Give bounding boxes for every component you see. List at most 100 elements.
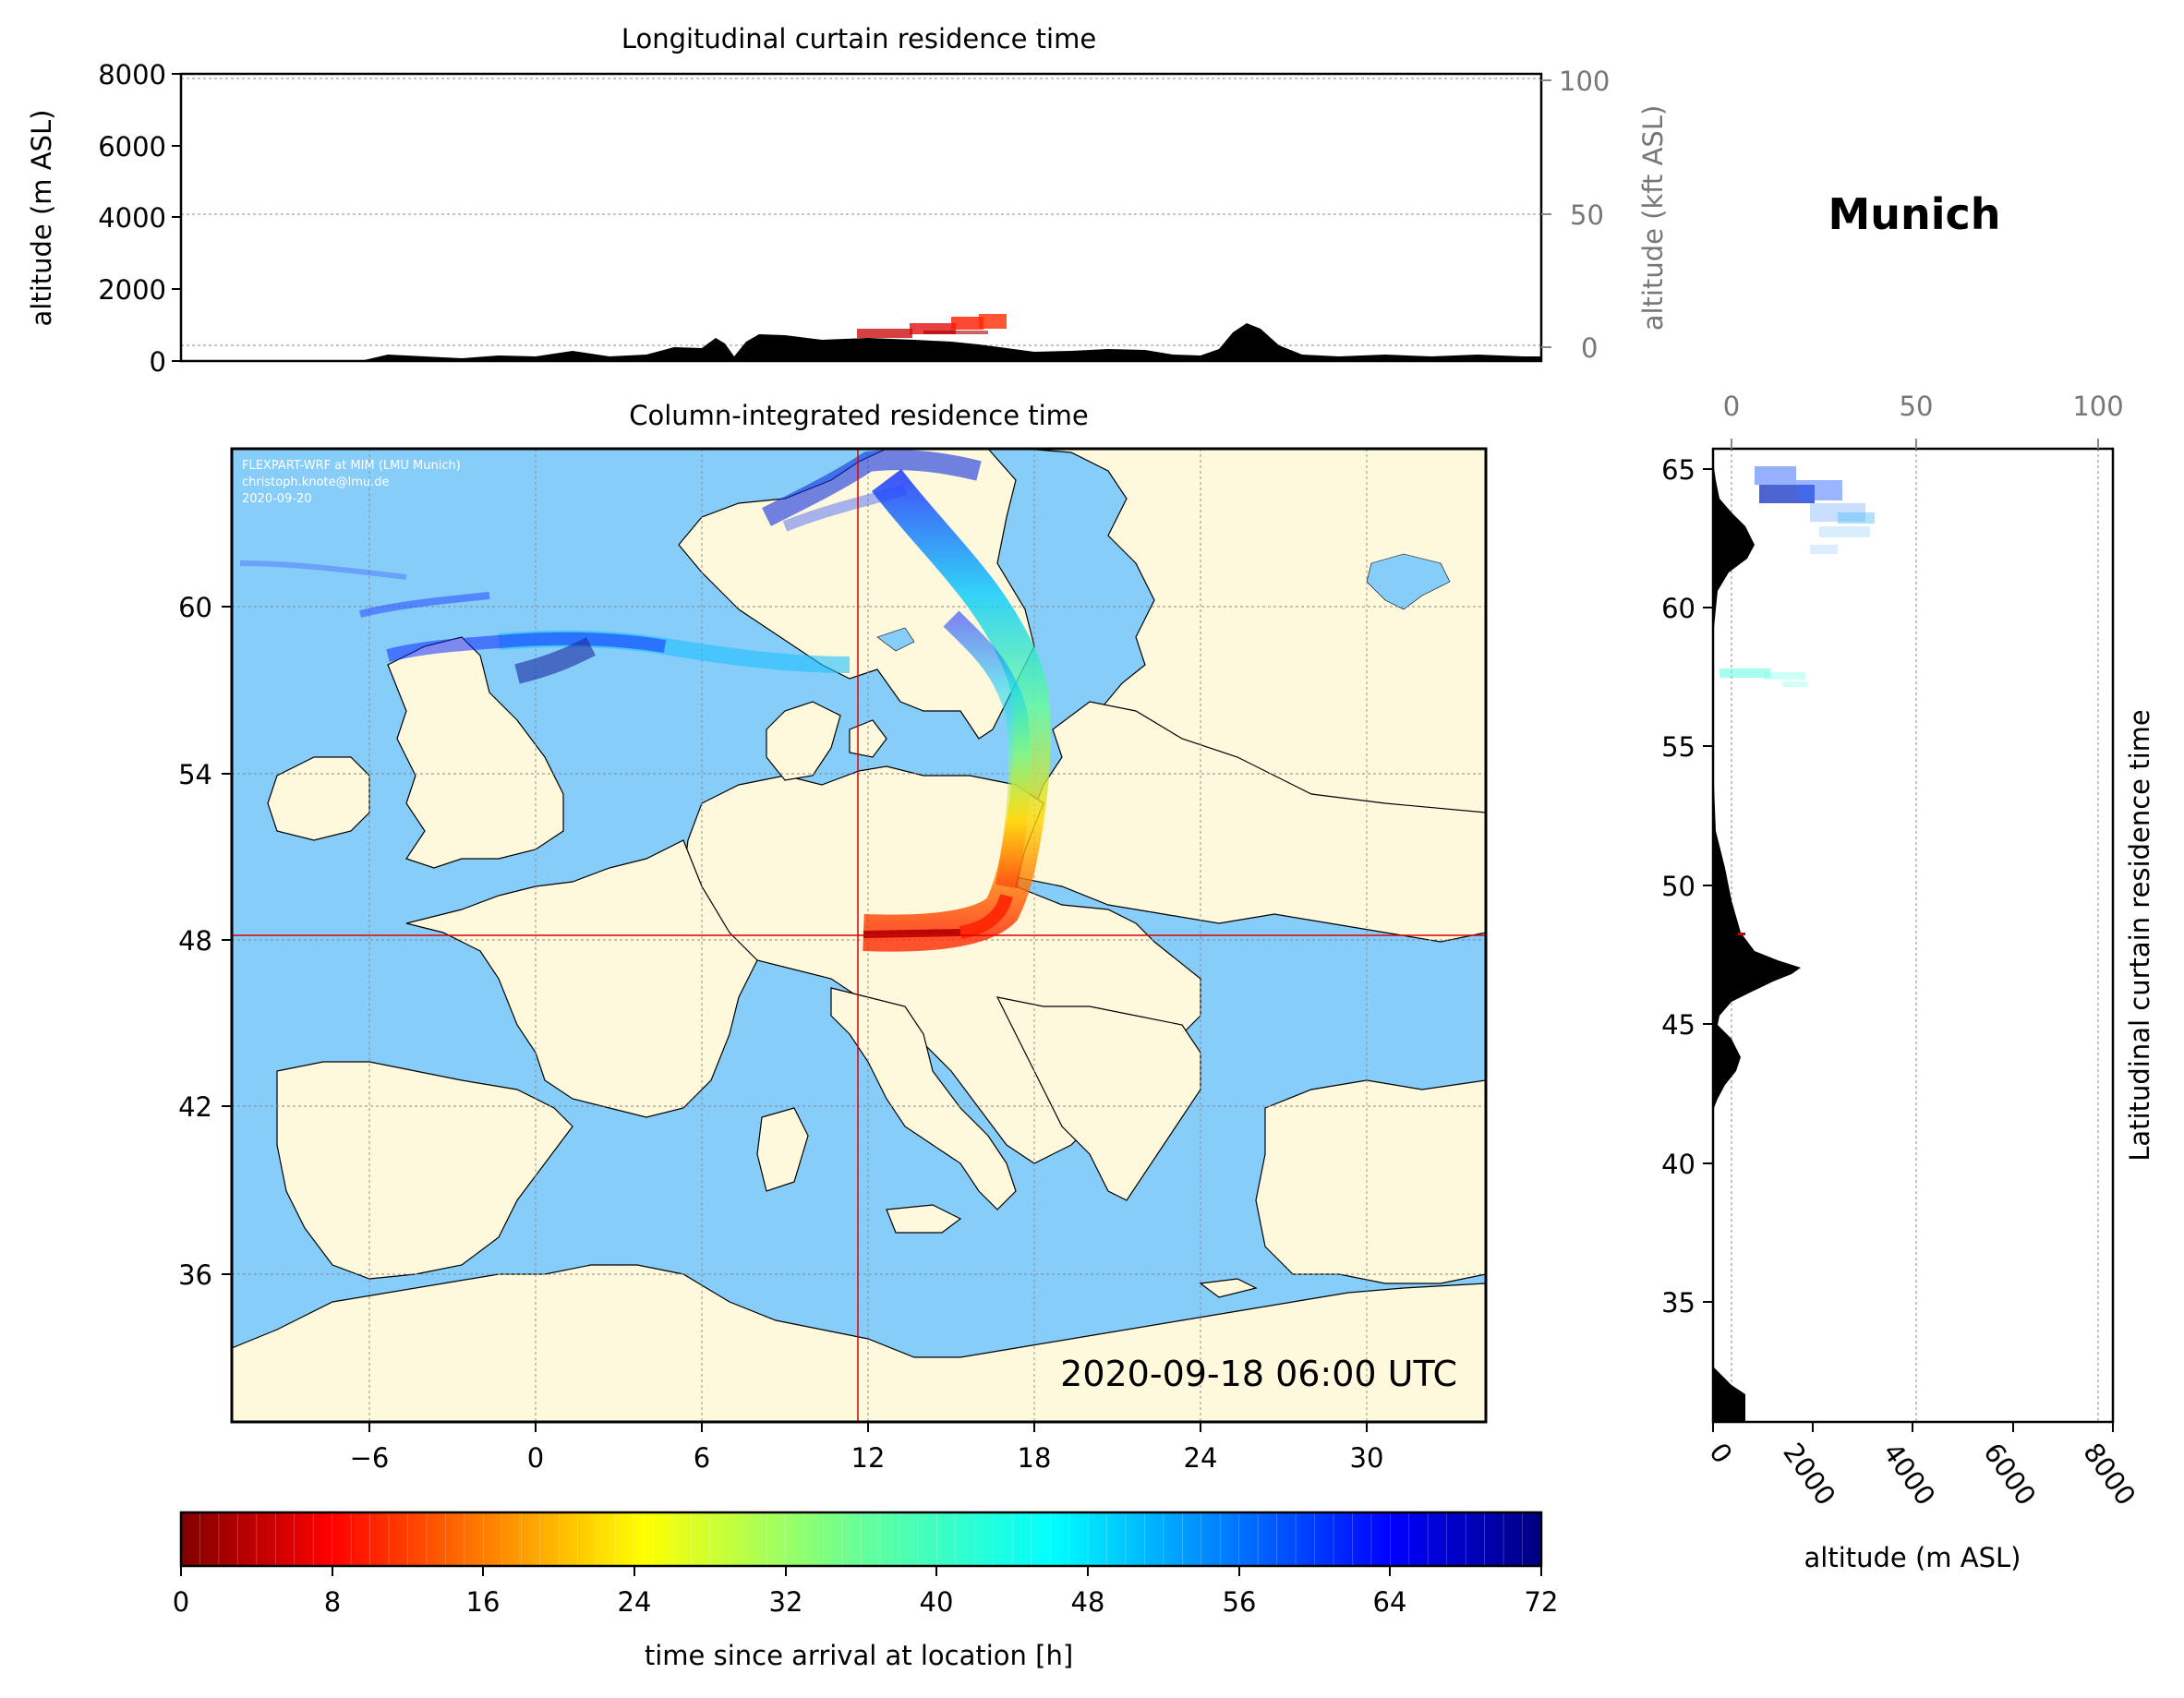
tick-label: 6 [694, 1442, 710, 1474]
tick-label: 54 [178, 759, 212, 790]
map-residence-plume [239, 450, 1051, 952]
colorbar-ticks [180, 1566, 1542, 1576]
longitudinal-axes-frame [179, 72, 1543, 363]
latitudinal-top-labels: 0 50 100 [1723, 391, 2124, 422]
land-balkans [995, 996, 1201, 1201]
longitudinal-terrain [181, 323, 1541, 361]
map-panel: Column-integrated residence time [178, 400, 1488, 1474]
map-lat-labels: 60 54 48 42 36 [178, 592, 212, 1291]
tick-label: 50 [1661, 871, 1695, 902]
land-france [405, 839, 758, 1118]
latitudinal-plume [1719, 466, 1875, 935]
longitudinal-ylabel-right: altitude (kft ASL) [1637, 105, 1669, 331]
tick-label: 36 [178, 1259, 212, 1291]
tick-label: 40 [1661, 1149, 1695, 1180]
land-ireland [267, 756, 370, 841]
latitudinal-title: Latitudinal curtain residence time [2124, 709, 2155, 1162]
map-axes-frame [230, 447, 1488, 1424]
longitudinal-right-tick-labels: 100 50 0 [1559, 66, 1610, 364]
tick-label: 72 [1525, 1586, 1559, 1618]
colorbar-label: time since arrival at location [h] [645, 1640, 1073, 1671]
longitudinal-title: Longitudinal curtain residence time [621, 23, 1096, 54]
tick-label: 42 [178, 1091, 212, 1123]
map-title: Column-integrated residence time [629, 400, 1089, 431]
latitudinal-xlabel: altitude (m ASL) [1804, 1542, 2021, 1573]
map-ticks [222, 606, 1368, 1432]
tick-label: 4000 [1876, 1438, 1941, 1511]
tick-label: 30 [1350, 1442, 1384, 1474]
tick-label: 0 [1581, 332, 1598, 364]
tick-label: 0 [1703, 1438, 1738, 1470]
tick-label: 100 [2072, 391, 2123, 422]
map-lon-labels: −6 0 6 12 18 24 30 [350, 1442, 1384, 1474]
tick-label: 50 [1570, 199, 1604, 231]
tick-label: 12 [851, 1442, 886, 1474]
tick-label: 35 [1661, 1287, 1695, 1319]
tick-label: 48 [178, 925, 212, 957]
tick-label: 64 [1373, 1586, 1407, 1618]
tick-label: 56 [1223, 1586, 1257, 1618]
longitudinal-gridlines [181, 78, 1541, 346]
tick-label: 100 [1559, 66, 1610, 97]
latitudinal-bottom-labels: 0 2000 4000 6000 8000 [1703, 1438, 2142, 1511]
tick-label: 16 [466, 1586, 501, 1618]
tick-label: 48 [1071, 1586, 1105, 1618]
tick-label: 8 [324, 1586, 341, 1618]
longitudinal-curtain-panel: Longitudinal curtain residence time [26, 23, 1669, 378]
map-graticule [232, 449, 1486, 1422]
lakes [876, 553, 1451, 652]
latitudinal-gridlines [1731, 449, 2099, 1422]
land-denmark [766, 701, 841, 781]
land-north-africa [232, 1264, 1486, 1422]
tick-label: 8000 [98, 59, 166, 90]
land-masses [232, 449, 1486, 1422]
latitudinal-bottom-ticks [1712, 1422, 2114, 1432]
tick-label: 0 [150, 346, 166, 378]
tick-label: 24 [618, 1586, 652, 1618]
tick-label: 0 [173, 1586, 189, 1618]
tick-label: 32 [769, 1586, 803, 1618]
tick-label: 0 [527, 1442, 544, 1474]
latitudinal-terrain [1713, 462, 1801, 1422]
land-turkey [1255, 1079, 1486, 1284]
tick-label: 2000 [1777, 1438, 1841, 1511]
tick-label: 24 [1184, 1442, 1218, 1474]
colorbar-dividers [199, 1512, 1523, 1566]
credit-line: 2020-09-20 [242, 492, 312, 506]
tick-label: 60 [1661, 593, 1695, 624]
credit-line: FLEXPART-WRF at MIM (LMU Munich) [242, 459, 461, 473]
land-iberia [276, 1061, 573, 1280]
tick-label: 50 [1900, 391, 1934, 422]
tick-label: 6000 [98, 131, 166, 163]
colorbar-gradient [181, 1512, 1541, 1566]
latitudinal-left-ticks [1703, 468, 1713, 1303]
tick-label: 8000 [2077, 1438, 2142, 1511]
credit-line: christoph.knote@lmu.de [242, 476, 390, 489]
tick-label: 18 [1018, 1442, 1052, 1474]
colorbar-frame [179, 1511, 1543, 1568]
longitudinal-left-tick-labels: 8000 6000 4000 2000 0 [98, 59, 166, 378]
latitudinal-axes-frame [1711, 447, 2115, 1424]
tick-label: 55 [1661, 731, 1695, 763]
tick-label: 2000 [98, 274, 166, 306]
latitudinal-top-ticks [1731, 439, 2099, 449]
tick-label: 65 [1661, 454, 1695, 486]
colorbar: 0 8 16 24 32 40 48 56 64 72 time since a… [173, 1511, 1559, 1671]
longitudinal-ylabel-left: altitude (m ASL) [26, 110, 57, 327]
longitudinal-plume [857, 314, 1007, 338]
release-crosshair [232, 449, 1486, 1422]
map-credit: FLEXPART-WRF at MIM (LMU Munich) christo… [242, 459, 461, 506]
latitudinal-lat-labels: 65 60 55 50 45 40 35 [1661, 454, 1695, 1319]
latitudinal-curtain-panel: 65 60 55 50 45 40 35 0 50 100 0 [1661, 391, 2155, 1573]
tick-label: −6 [350, 1442, 390, 1474]
tick-label: 40 [920, 1586, 954, 1618]
land-great-britain [387, 636, 564, 869]
land-italy [830, 987, 1017, 1210]
colorbar-tick-labels: 0 8 16 24 32 40 48 56 64 72 [173, 1586, 1559, 1618]
map-timestamp: 2020-09-18 06:00 UTC [1060, 1354, 1457, 1394]
longitudinal-left-ticks [172, 73, 181, 362]
tick-label: 45 [1661, 1009, 1695, 1041]
tick-label: 6000 [1977, 1438, 2042, 1511]
location-title: Munich [1828, 189, 2000, 239]
